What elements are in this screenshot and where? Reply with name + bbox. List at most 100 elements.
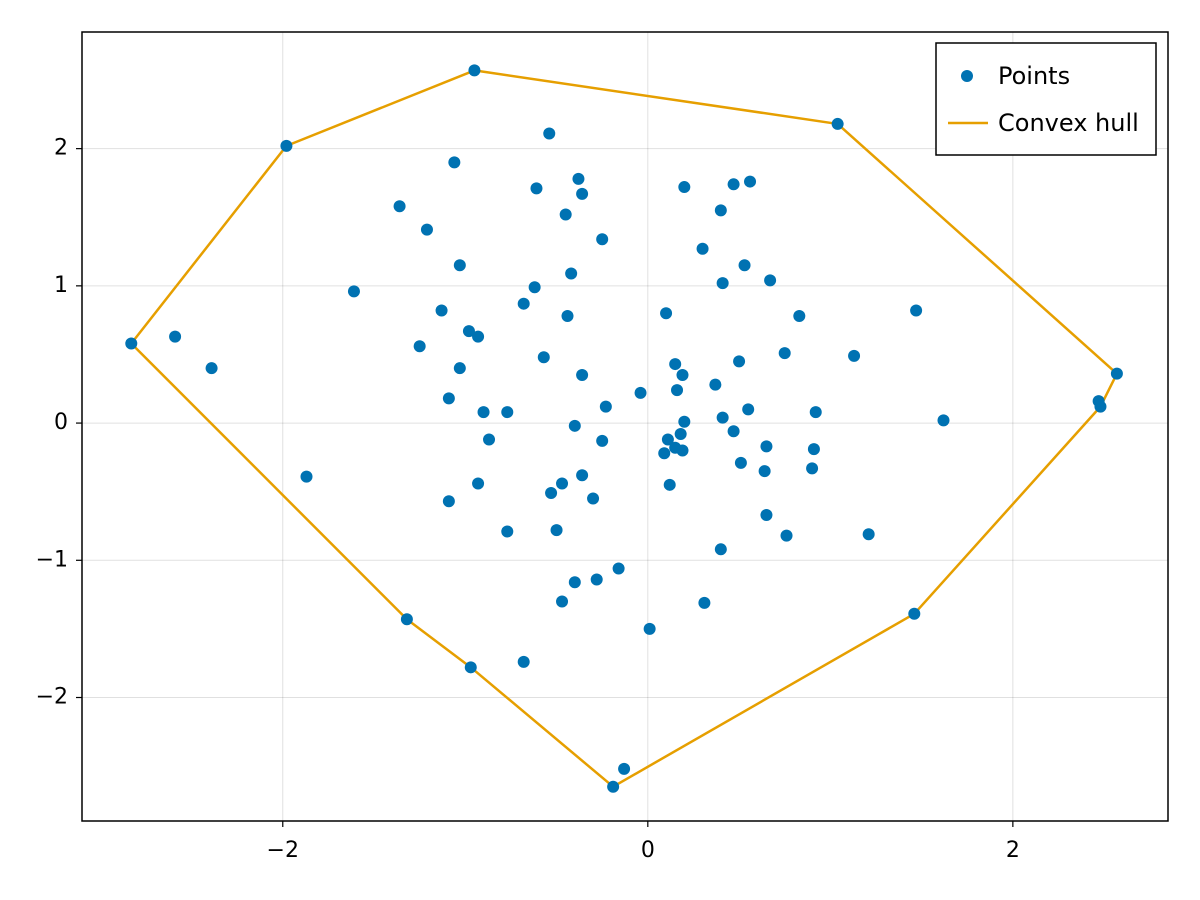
scatter-point xyxy=(676,444,689,457)
scatter-point xyxy=(760,509,773,522)
scatter-point xyxy=(1110,367,1123,380)
scatter-point xyxy=(528,281,541,294)
scatter-point xyxy=(537,351,550,364)
scatter-point xyxy=(280,139,293,152)
scatter-point xyxy=(125,337,138,350)
scatter-point xyxy=(483,433,496,446)
scatter-point xyxy=(663,478,676,491)
y-tick-label: −1 xyxy=(36,547,68,572)
scatter-point xyxy=(698,596,711,609)
scatter-point xyxy=(550,524,563,537)
scatter-point xyxy=(442,392,455,405)
y-tick-label: −2 xyxy=(36,685,68,710)
scatter-point xyxy=(543,127,556,140)
scatter-point xyxy=(738,259,751,272)
x-tick-label: −2 xyxy=(267,838,299,863)
scatter-point xyxy=(674,428,687,441)
scatter-point xyxy=(464,661,477,674)
scatter-point xyxy=(413,340,426,353)
scatter-point xyxy=(758,465,771,478)
scatter-point xyxy=(778,347,791,360)
scatter-point xyxy=(634,386,647,399)
y-tick-label: 1 xyxy=(54,273,68,298)
x-tick-label: 0 xyxy=(641,838,655,863)
scatter-point xyxy=(468,64,481,77)
legend-box xyxy=(935,42,1157,156)
scatter-point xyxy=(545,487,558,500)
scatter-point xyxy=(596,434,609,447)
scatter-point xyxy=(472,477,485,490)
scatter-point xyxy=(760,440,773,453)
scatter-point xyxy=(734,456,747,469)
scatter-point xyxy=(744,175,757,188)
scatter-point xyxy=(572,172,585,185)
scatter-point xyxy=(420,223,433,236)
x-tick-label: 2 xyxy=(1006,838,1020,863)
scatter-point xyxy=(643,622,656,635)
scatter-point xyxy=(716,411,729,424)
scatter-point xyxy=(676,369,689,382)
scatter-point xyxy=(393,200,406,213)
scatter-point xyxy=(576,187,589,200)
scatter-point xyxy=(517,297,530,310)
scatter-point xyxy=(831,117,844,130)
scatter-point xyxy=(448,156,461,169)
scatter-point xyxy=(556,595,569,608)
scatter-point xyxy=(568,576,581,589)
scatter-point xyxy=(169,330,182,343)
scatter-point xyxy=(517,655,530,668)
legend-points-label: Points xyxy=(998,62,1070,90)
scatter-point xyxy=(908,607,921,620)
scatter-point xyxy=(612,562,625,575)
scatter-point xyxy=(462,325,475,338)
scatter-point xyxy=(556,477,569,490)
scatter-point xyxy=(780,529,793,542)
scatter-point xyxy=(727,178,740,191)
scatter-point xyxy=(937,414,950,427)
scatter-point xyxy=(661,433,674,446)
scatter-point xyxy=(862,528,875,541)
scatter-point xyxy=(660,307,673,320)
points-series xyxy=(125,64,1123,793)
scatter-point xyxy=(576,469,589,482)
scatter-point xyxy=(596,233,609,246)
scatter-point xyxy=(678,415,691,428)
scatter-point xyxy=(618,762,631,775)
axis-ticks: −2 0 2 −2 −1 0 1 2 xyxy=(36,136,1020,863)
scatter-point xyxy=(576,369,589,382)
scatter-point xyxy=(559,208,572,221)
scatter-point xyxy=(1094,400,1107,413)
scatter-point xyxy=(714,543,727,556)
y-tick-label: 2 xyxy=(54,136,68,161)
scatter-point xyxy=(435,304,448,317)
scatter-point xyxy=(442,495,455,508)
scatter-point xyxy=(806,462,819,475)
scatter-point xyxy=(205,362,218,375)
scatter-point xyxy=(300,470,313,483)
y-tick-label: 0 xyxy=(54,410,68,435)
scatter-point xyxy=(587,492,600,505)
plot-frame xyxy=(81,31,1169,822)
scatter-point xyxy=(727,425,740,438)
scatter-point xyxy=(807,443,820,456)
scatter-point xyxy=(565,267,578,280)
scatter-point xyxy=(696,242,709,255)
scatter-point xyxy=(607,780,620,793)
scatter-point xyxy=(347,285,360,298)
scatter-point xyxy=(530,182,543,195)
scatter-point xyxy=(742,403,755,416)
legend-points-marker xyxy=(961,70,973,82)
scatter-point xyxy=(671,384,684,397)
legend-convex-hull-label: Convex hull xyxy=(998,109,1139,137)
scatter-point xyxy=(400,613,413,626)
scatter-point xyxy=(658,447,671,460)
scatter-point xyxy=(453,362,466,375)
scatter-point xyxy=(793,310,806,323)
scatter-point xyxy=(733,355,746,368)
scatter-point xyxy=(568,419,581,432)
scatter-point xyxy=(809,406,822,419)
legend: Points Convex hull xyxy=(935,42,1157,156)
grid xyxy=(82,32,1168,821)
scatter-point xyxy=(599,400,612,413)
